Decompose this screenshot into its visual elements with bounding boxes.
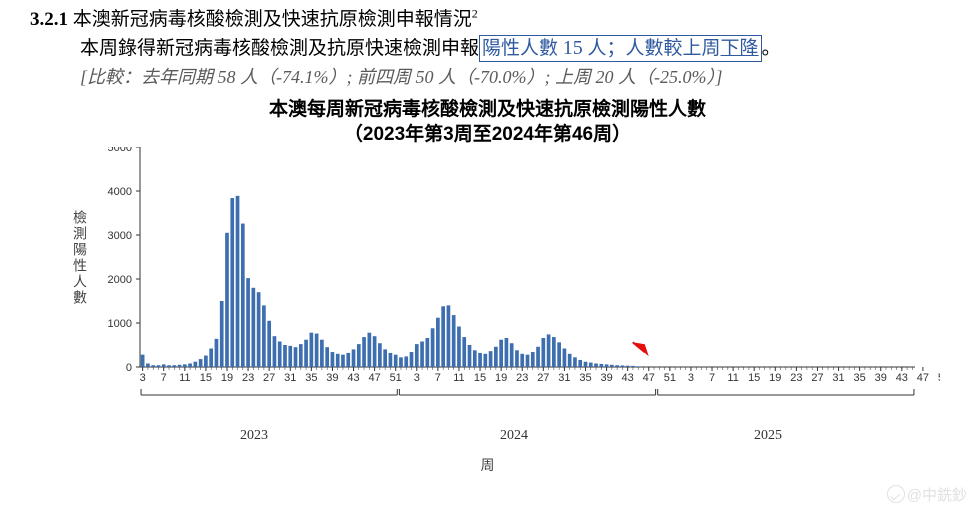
svg-text:2000: 2000	[108, 274, 132, 286]
svg-text:31: 31	[832, 372, 844, 384]
summary-paragraph: 本周錄得新冠病毒核酸檢測及抗原快速檢測申報陽性人數 15 人；人數較上周下降。	[80, 33, 950, 62]
section-title: 本澳新冠病毒核酸檢測及快速抗原檢測申報情況	[73, 9, 472, 30]
chart-svg: 0 1000 2000 3000 4000 5000 3 7 11 15 19 23 27 31 35 39 4…	[60, 147, 940, 422]
svg-text:43: 43	[347, 372, 359, 384]
svg-text:47: 47	[368, 372, 380, 384]
svg-text:35: 35	[854, 372, 866, 384]
svg-text:4000: 4000	[108, 186, 132, 198]
svg-text:47: 47	[917, 372, 929, 384]
svg-text:31: 31	[284, 372, 296, 384]
svg-text:11: 11	[453, 372, 464, 384]
svg-text:7: 7	[709, 372, 715, 384]
comparison-line: [比較：去年同期 58 人（-74.1%）; 前四周 50 人（-70.0%）;…	[80, 63, 722, 89]
svg-text:23: 23	[242, 372, 254, 384]
chart-area: 0 1000 2000 3000 4000 5000 3 7 11 15 19 23 27 31 35 39 4…	[60, 147, 940, 427]
svg-text:35: 35	[305, 372, 317, 384]
svg-text:15: 15	[748, 372, 760, 384]
svg-text:15: 15	[200, 372, 212, 384]
svg-text:19: 19	[495, 372, 507, 384]
section-heading: 3.2.1 本澳新冠病毒核酸檢測及快速抗原檢測申報情況2	[30, 4, 950, 31]
svg-text:43: 43	[622, 372, 634, 384]
svg-text:3: 3	[140, 372, 146, 384]
highlight-box: 陽性人數 15 人；人數較上周下降	[479, 35, 762, 62]
svg-text:27: 27	[811, 372, 823, 384]
year-label-2023: 2023	[240, 428, 268, 444]
svg-text:27: 27	[263, 372, 275, 384]
year-label-2025: 2025	[754, 428, 782, 444]
svg-text:39: 39	[326, 372, 338, 384]
svg-text:35: 35	[579, 372, 591, 384]
svg-text:27: 27	[537, 372, 549, 384]
summary-tail: 。	[762, 38, 781, 59]
svg-text:19: 19	[769, 372, 781, 384]
svg-text:31: 31	[558, 372, 570, 384]
svg-text:3: 3	[688, 372, 694, 384]
svg-text:23: 23	[516, 372, 528, 384]
svg-text:5000: 5000	[108, 147, 132, 154]
section-number: 3.2.1	[30, 9, 68, 30]
year-label-2024: 2024	[500, 428, 528, 444]
chart-xlabel: 周	[0, 455, 975, 475]
svg-text:39: 39	[600, 372, 612, 384]
svg-text:15: 15	[474, 372, 486, 384]
chart-subtitle: （2023年第3周至2024年第46周）	[0, 119, 975, 146]
svg-text:51: 51	[390, 372, 402, 384]
svg-text:1000: 1000	[108, 318, 132, 330]
svg-text:51: 51	[938, 372, 940, 384]
svg-text:11: 11	[727, 372, 738, 384]
svg-text:7: 7	[161, 372, 167, 384]
svg-text:3: 3	[414, 372, 420, 384]
watermark-icon	[887, 485, 905, 503]
svg-text:47: 47	[643, 372, 655, 384]
svg-text:19: 19	[221, 372, 233, 384]
svg-text:43: 43	[896, 372, 908, 384]
svg-text:7: 7	[435, 372, 441, 384]
svg-text:51: 51	[664, 372, 676, 384]
svg-text:23: 23	[790, 372, 802, 384]
watermark: @中銑鈔	[887, 484, 967, 505]
svg-text:39: 39	[875, 372, 887, 384]
chart-title: 本澳每周新冠病毒核酸檢測及快速抗原檢測陽性人數	[0, 94, 975, 121]
svg-text:11: 11	[179, 372, 190, 384]
summary-pre: 本周錄得新冠病毒核酸檢測及抗原快速檢測申報	[80, 38, 479, 59]
footnote-ref: 2	[472, 7, 478, 21]
svg-text:0: 0	[126, 362, 132, 374]
page: 3.2.1 本澳新冠病毒核酸檢測及快速抗原檢測申報情況2 本周錄得新冠病毒核酸檢…	[0, 0, 975, 507]
svg-text:3000: 3000	[108, 230, 132, 242]
